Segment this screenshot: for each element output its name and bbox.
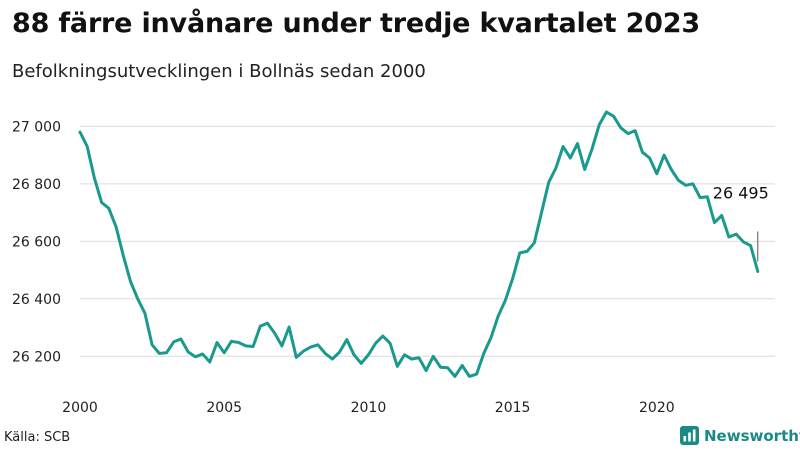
source-note: Källa: SCB <box>4 430 71 445</box>
series-line <box>78 110 760 378</box>
y-tick-label: 27 000 <box>12 119 61 135</box>
newsworthy-logo-icon <box>680 426 699 445</box>
y-axis-tick-labels: 26 200 26 400 26 600 26 800 27 000 <box>12 119 61 365</box>
y-tick-label: 26 200 <box>12 349 61 365</box>
x-tick-label: 2005 <box>206 400 242 416</box>
annotation-label: 26 495 <box>713 183 769 202</box>
brand-name: Newsworthy <box>704 426 800 445</box>
brand-logo: Newsworthy <box>680 426 800 445</box>
y-tick-label: 26 600 <box>12 234 61 250</box>
x-axis-tick-labels: 2000 2005 2010 2015 2020 <box>62 400 674 416</box>
gridlines <box>80 125 775 357</box>
x-tick-label: 2000 <box>62 400 98 416</box>
chart-title: 88 färre invånare under tredje kvartalet… <box>12 8 700 39</box>
chart-subtitle: Befolkningsutvecklingen i Bollnäs sedan … <box>12 61 426 82</box>
x-tick-label: 2015 <box>495 400 531 416</box>
data-series <box>78 110 760 378</box>
x-tick-label: 2010 <box>351 400 387 416</box>
annotation: 26 495 <box>713 183 769 262</box>
y-tick-label: 26 400 <box>12 292 61 308</box>
x-tick-label: 2020 <box>639 400 675 416</box>
y-tick-label: 26 800 <box>12 177 61 193</box>
